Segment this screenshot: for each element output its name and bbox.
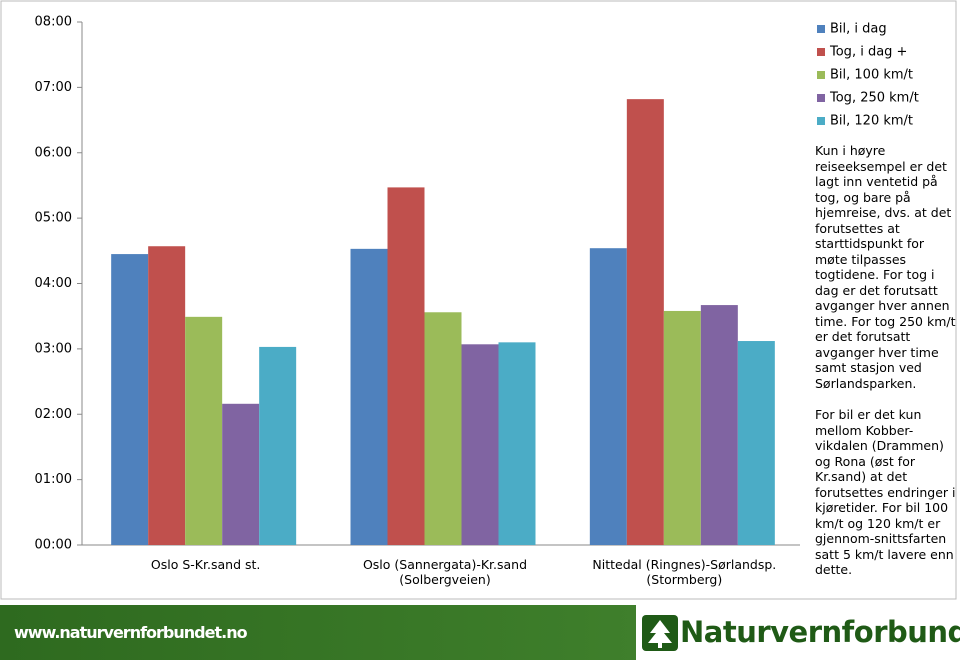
legend-label: Tog, i dag + (829, 45, 907, 60)
bar (222, 403, 260, 545)
y-tick-label: 06:00 (35, 145, 72, 160)
y-tick-label: 08:00 (35, 15, 72, 30)
bar (663, 310, 701, 545)
logo: Naturvernforbundet (636, 605, 960, 660)
legend-label: Tog, 250 km/t (829, 91, 919, 106)
footer: www.naturvernforbundet.no Naturvernforbu… (0, 605, 960, 660)
x-tick-label: Oslo S-Kr.sand st. (150, 557, 261, 572)
annotation: Kun i høyre reiseeksempel er det lagt in… (815, 143, 956, 391)
bar (461, 344, 499, 545)
legend-label: Bil, 100 km/t (830, 68, 913, 83)
y-tick-label: 04:00 (35, 276, 72, 291)
legend-swatch (817, 94, 825, 102)
legend-label: Bil, i dag (830, 22, 887, 37)
y-tick-label: 02:00 (35, 407, 72, 422)
legend-swatch (817, 48, 825, 56)
bar (424, 312, 462, 545)
legend-swatch (817, 25, 825, 33)
bar (259, 346, 297, 545)
legend-label: Bil, 120 km/t (830, 114, 913, 129)
y-tick-label: 00:00 (35, 538, 72, 553)
bar (387, 187, 425, 545)
y-tick-label: 07:00 (35, 80, 72, 95)
logo-name: Naturvernforbundet (680, 615, 960, 649)
annotation: For bil er det kun mellom Kobber-vikdale… (815, 407, 956, 577)
bar (700, 305, 738, 545)
y-tick-label: 01:00 (35, 472, 72, 487)
bar (589, 248, 627, 545)
logo-icon (642, 615, 678, 651)
footer-url: www.naturvernforbundet.no (14, 623, 248, 642)
bar (185, 316, 223, 545)
bar (626, 99, 664, 545)
legend-swatch (817, 71, 825, 79)
bar (498, 342, 536, 545)
chart: 00:00 01:00 02:00 03:00 04:00 05:00 06:00 07:00… (0, 0, 957, 600)
legend-swatch (817, 117, 825, 125)
y-tick-label: 03:00 (35, 341, 72, 356)
bar (148, 246, 186, 545)
y-tick-label: 05:00 (35, 211, 72, 226)
x-tick-label: Oslo (Sannergata)-Kr.sand (Solbergveien) (362, 557, 528, 587)
bar (737, 341, 775, 545)
bar (111, 254, 149, 546)
chart-border (0, 0, 957, 600)
x-tick-label: Nittedal (Ringnes)-Sørlandsp. (Stormberg… (592, 557, 777, 587)
bar (350, 248, 388, 545)
